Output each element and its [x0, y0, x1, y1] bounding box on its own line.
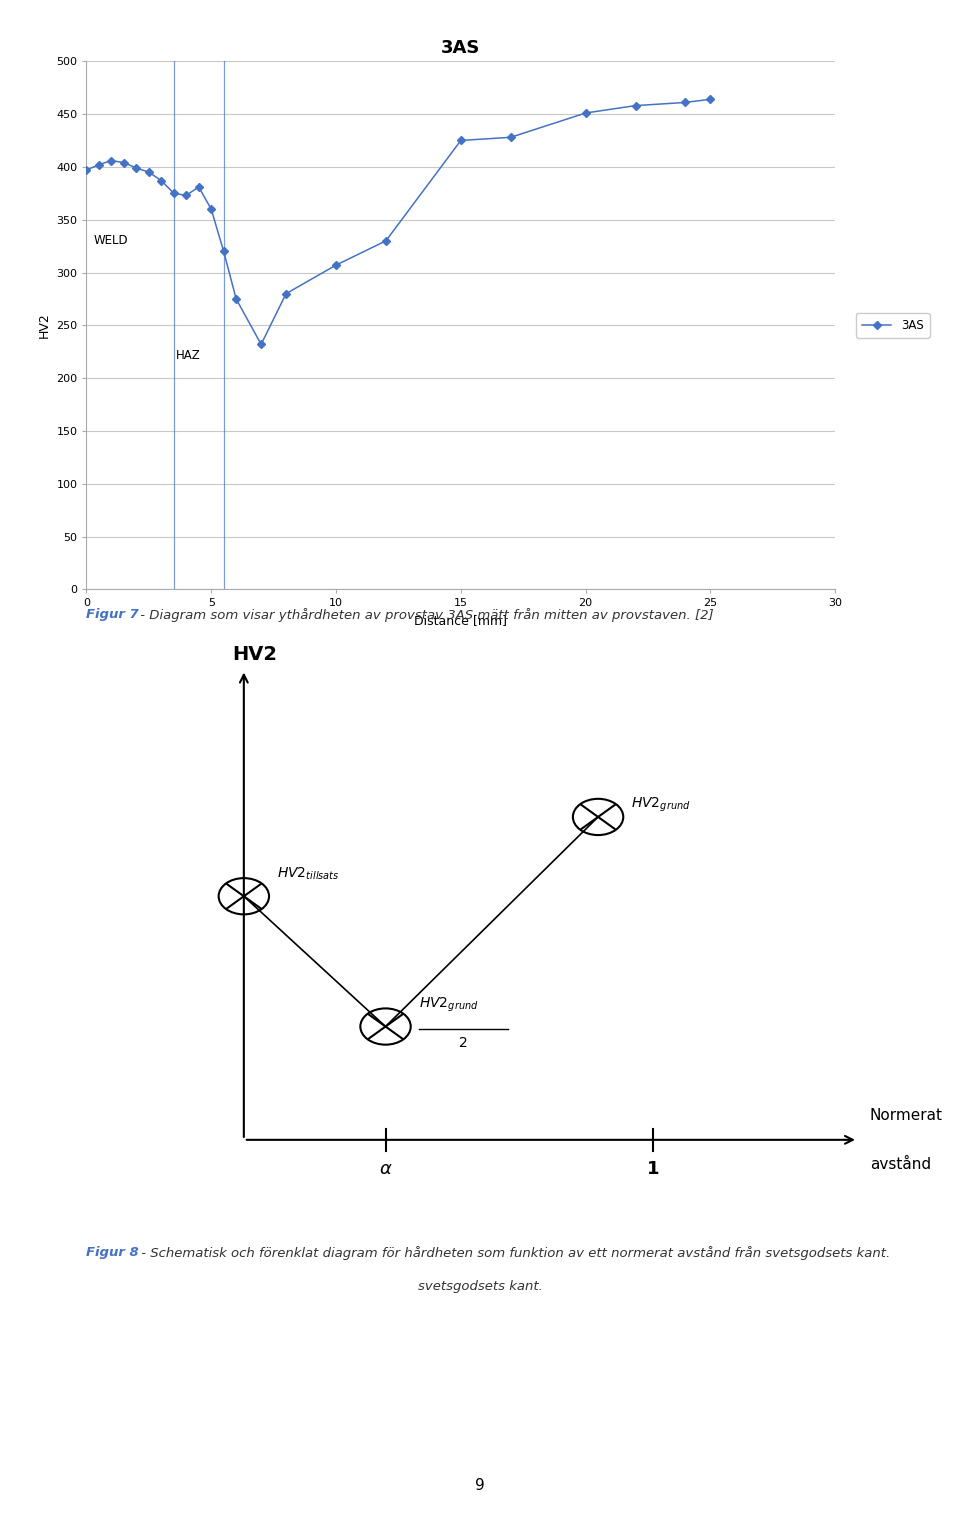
- 3AS: [630, 96, 641, 115]
- Text: 2: 2: [459, 1036, 468, 1050]
- 3AS: [705, 90, 716, 109]
- 3AS: [218, 242, 229, 260]
- Text: - Schematisk och förenklat diagram för hårdheten som funktion av ett normerat av: - Schematisk och förenklat diagram för h…: [137, 1246, 891, 1260]
- Text: α: α: [379, 1159, 392, 1177]
- 3AS: [180, 187, 192, 205]
- 3AS: [230, 289, 242, 308]
- 3AS: [580, 104, 591, 122]
- Text: 9: 9: [475, 1477, 485, 1493]
- 3AS: [156, 171, 167, 190]
- X-axis label: Distance [mm]: Distance [mm]: [415, 614, 507, 628]
- 3AS: [330, 256, 342, 274]
- Text: - Diagram som visar ythårdheten av provstav 3AS mätt från mitten av provstaven. : - Diagram som visar ythårdheten av provs…: [136, 608, 714, 622]
- Legend: 3AS: 3AS: [856, 312, 929, 338]
- 3AS: [93, 156, 105, 175]
- Text: Figur 7: Figur 7: [86, 608, 139, 620]
- Text: Normerat: Normerat: [870, 1108, 943, 1122]
- Text: avstånd: avstånd: [870, 1157, 931, 1171]
- 3AS: [505, 129, 516, 147]
- Text: Figur 8: Figur 8: [86, 1246, 139, 1258]
- Text: $\mathit{HV2}_{\mathit{grund}}$: $\mathit{HV2}_{\mathit{grund}}$: [419, 995, 478, 1014]
- 3AS: [680, 93, 691, 112]
- Text: HAZ: HAZ: [177, 349, 201, 361]
- 3AS: [118, 153, 130, 171]
- Title: 3AS: 3AS: [441, 38, 481, 57]
- Text: svetsgodsets kant.: svetsgodsets kant.: [418, 1280, 542, 1292]
- Text: 1: 1: [647, 1159, 660, 1177]
- 3AS: [81, 161, 92, 179]
- Text: HV2: HV2: [232, 645, 277, 664]
- 3AS: [168, 184, 180, 202]
- 3AS: [193, 178, 204, 196]
- 3AS: [106, 152, 117, 170]
- 3AS: [131, 159, 142, 178]
- 3AS: [143, 162, 155, 181]
- 3AS: [455, 132, 467, 150]
- Text: $\mathit{HV2}_{\mathit{grund}}$: $\mathit{HV2}_{\mathit{grund}}$: [631, 796, 691, 814]
- 3AS: [205, 201, 217, 219]
- Text: WELD: WELD: [94, 234, 129, 248]
- 3AS: [380, 231, 392, 250]
- 3AS: [255, 335, 267, 354]
- Line: 3AS: 3AS: [84, 96, 713, 348]
- Text: $\mathit{HV2}_{\mathit{tillsats}}$: $\mathit{HV2}_{\mathit{tillsats}}$: [276, 865, 340, 882]
- Y-axis label: HV2: HV2: [37, 312, 51, 338]
- 3AS: [280, 285, 292, 303]
